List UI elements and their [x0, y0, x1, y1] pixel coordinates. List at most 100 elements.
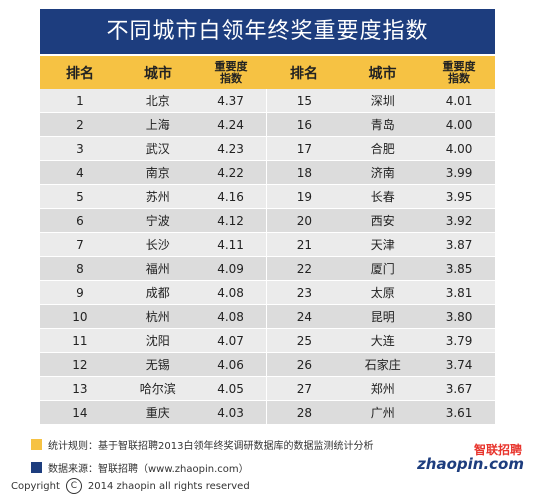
city-cell: 石家庄 [364, 358, 401, 372]
rank-cell: 3 [76, 141, 84, 156]
rank-cell: 28 [265, 401, 343, 424]
note-rule: 统计规则：基于智联招聘2013白领年终奖调研数据库的数据监测统计分析 [31, 436, 373, 452]
index-cell: 4.01 [445, 93, 473, 108]
index-cell: 4.24 [217, 117, 244, 132]
index-cell: 3.61 [445, 405, 473, 420]
index-cell: 4.08 [217, 309, 244, 324]
note-source-text: 数据来源：智联招聘（www.zhaopin.com） [48, 463, 249, 475]
rank-cell: 21 [265, 233, 343, 256]
index-cell: 4.08 [217, 285, 244, 300]
index-cell: 3.85 [445, 261, 473, 276]
rank-cell: 26 [265, 353, 343, 376]
zhaopin-logo: 智联招聘 zhaopin.com [417, 441, 526, 477]
city-cell: 北京 [145, 94, 170, 108]
page-title: 不同城市白领年终奖重要度指数 [40, 9, 495, 54]
city-cell: 青岛 [370, 118, 395, 132]
city-cell: 哈尔滨 [139, 382, 176, 396]
city-cell: 太原 [370, 286, 395, 300]
rank-cell: 17 [265, 137, 343, 160]
table-row: 2 上海 4.24 16 青岛 4.00 [40, 113, 495, 137]
table-row: 5 苏州 4.16 19 长春 3.95 [40, 185, 495, 209]
index-cell: 3.99 [445, 165, 473, 180]
rank-cell: 19 [265, 185, 343, 208]
city-cell: 苏州 [145, 190, 170, 204]
city-cell: 长沙 [145, 238, 170, 252]
city-cell: 武汉 [145, 142, 170, 156]
rank-cell: 25 [265, 329, 343, 352]
city-cell: 西安 [370, 214, 395, 228]
rank-cell: 10 [72, 309, 88, 324]
city-cell: 长春 [370, 190, 395, 204]
table-row: 9 成都 4.08 23 太原 3.81 [40, 281, 495, 305]
rank-cell: 5 [76, 189, 84, 204]
city-cell: 成都 [145, 286, 170, 300]
index-cell: 3.92 [445, 213, 473, 228]
index-cell: 3.87 [445, 237, 473, 252]
index-cell: 3.81 [445, 285, 473, 300]
rank-cell: 2 [76, 117, 84, 132]
header-index: 重要度 指数 [214, 59, 248, 85]
rank-cell: 8 [76, 261, 84, 276]
table-row: 12 无锡 4.06 26 石家庄 3.74 [40, 353, 495, 377]
header-index-2: 重要度 指数 [442, 59, 476, 85]
logo-en-text: zhaopin.com [417, 455, 524, 473]
table-row: 10 杭州 4.08 24 昆明 3.80 [40, 305, 495, 329]
city-cell: 重庆 [145, 406, 170, 420]
index-cell: 4.23 [217, 141, 244, 156]
rank-cell: 1 [76, 93, 84, 108]
index-cell: 4.12 [217, 213, 244, 228]
rank-cell: 22 [265, 257, 343, 280]
copyright-text: 2014 zhaopin all rights reserved [87, 480, 250, 492]
city-cell: 无锡 [145, 358, 170, 372]
city-cell: 杭州 [145, 310, 170, 324]
table-row: 3 武汉 4.23 17 合肥 4.00 [40, 137, 495, 161]
index-cell: 4.03 [217, 405, 244, 420]
rank-cell: 16 [265, 113, 343, 136]
city-cell: 昆明 [370, 310, 395, 324]
rank-cell: 7 [76, 237, 84, 252]
rank-cell: 15 [265, 89, 343, 112]
city-cell: 合肥 [370, 142, 395, 156]
rank-cell: 20 [265, 209, 343, 232]
index-cell: 4.05 [217, 381, 244, 396]
rank-cell: 13 [72, 381, 88, 396]
table-row: 8 福州 4.09 22 厦门 3.85 [40, 257, 495, 281]
city-cell: 天津 [370, 238, 395, 252]
city-cell: 厦门 [370, 262, 395, 276]
city-cell: 南京 [145, 166, 170, 180]
table-row: 4 南京 4.22 18 济南 3.99 [40, 161, 495, 185]
index-cell: 3.79 [445, 333, 473, 348]
rank-cell: 9 [76, 285, 84, 300]
index-cell: 4.11 [217, 237, 244, 252]
table-row: 11 沈阳 4.07 25 大连 3.79 [40, 329, 495, 353]
index-cell: 3.80 [445, 309, 473, 324]
yellow-square-icon [31, 438, 42, 450]
rank-cell: 14 [72, 405, 88, 420]
city-cell: 福州 [145, 262, 170, 276]
city-cell: 宁波 [145, 214, 170, 228]
city-cell: 济南 [370, 166, 395, 180]
copyright-label: Copyright [11, 480, 60, 492]
index-cell: 4.06 [217, 357, 244, 372]
rank-cell: 27 [265, 377, 343, 400]
index-cell: 4.16 [217, 189, 244, 204]
index-cell: 3.95 [445, 189, 473, 204]
blue-square-icon [31, 461, 42, 473]
rank-cell: 12 [72, 357, 88, 372]
copyright: Copyright C 2014 zhaopin all rights rese… [11, 478, 250, 494]
rank-cell: 4 [76, 165, 84, 180]
rank-cell: 6 [76, 213, 84, 228]
notes: 统计规则：基于智联招聘2013白领年终奖调研数据库的数据监测统计分析 数据来源：… [31, 436, 373, 482]
rank-cell: 18 [265, 161, 343, 184]
table-row: 14 重庆 4.03 28 广州 3.61 [40, 401, 495, 425]
header-city: 城市 [144, 65, 172, 82]
table-row: 6 宁波 4.12 20 西安 3.92 [40, 209, 495, 233]
note-rule-text: 统计规则：基于智联招聘2013白领年终奖调研数据库的数据监测统计分析 [48, 440, 374, 452]
rank-cell: 23 [265, 281, 343, 304]
logo-cn-text: 智联招聘 [473, 443, 522, 457]
city-cell: 大连 [370, 334, 395, 348]
rank-cell: 24 [265, 305, 343, 328]
city-cell: 深圳 [370, 94, 395, 108]
city-cell: 沈阳 [145, 334, 170, 348]
table-body: 1 北京 4.37 15 深圳 4.01 2 上海 4.24 16 青岛 4.00 3 武汉 4.23 17 合… [40, 89, 495, 425]
